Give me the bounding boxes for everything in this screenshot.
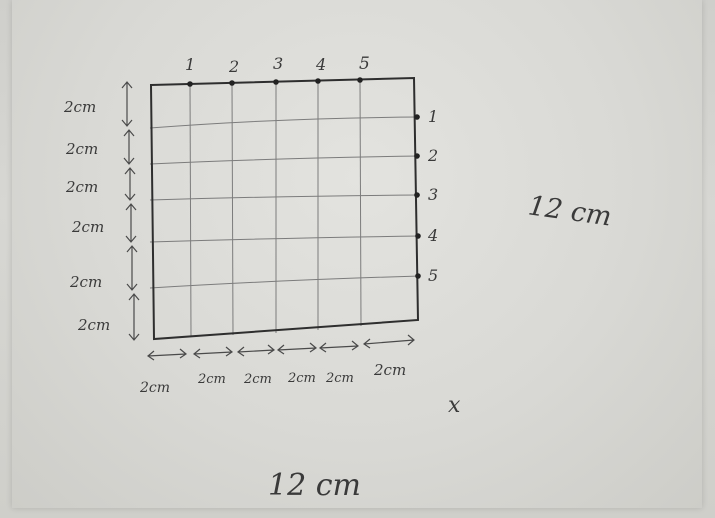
grid-line-h4: [149, 235, 421, 243]
left-dimension-label: 2cm: [69, 273, 102, 291]
double-arrow-icon: [121, 81, 133, 127]
top-number: 3: [273, 54, 283, 73]
left-dimension-label: 2cm: [77, 316, 110, 334]
double-arrow-icon: [362, 334, 415, 349]
top-number: 2: [228, 57, 239, 76]
grid-line-h5: [149, 275, 421, 289]
right-number: 1: [428, 107, 438, 126]
grid-line-h2: [149, 155, 421, 165]
left-dimension-label: 2cm: [71, 218, 104, 236]
bottom-dimension-label: 2cm: [287, 371, 316, 386]
double-arrow-icon: [124, 167, 136, 201]
top-number: 4: [315, 55, 326, 74]
right-dot: [414, 153, 420, 159]
right-edge-dots: [414, 114, 421, 279]
left-dimension-label: 2cm: [65, 140, 98, 158]
top-dot: [187, 81, 193, 87]
bottom-dimension-label: 2cm: [243, 372, 272, 387]
right-dot: [414, 192, 420, 198]
bottom-dimension-label: 2cm: [139, 380, 170, 396]
bottom-labels: 2cm 2cm 2cm 2cm 2cm 2cm: [139, 361, 406, 396]
bottom-dimension-arrows: [146, 334, 415, 361]
double-arrow-icon: [126, 245, 138, 291]
top-dot: [315, 78, 321, 84]
right-number: 5: [428, 266, 438, 285]
top-numbers: 1 2 3 4 5: [185, 54, 370, 76]
top-edge-dots: [187, 77, 363, 87]
right-number: 4: [427, 226, 438, 245]
double-arrow-icon: [236, 344, 276, 357]
grid-line-h3: [149, 194, 421, 201]
grid-line-v5: [359, 79, 362, 327]
height-total-label: 12 cm: [526, 190, 613, 232]
top-dot: [357, 77, 363, 83]
double-arrow-icon: [318, 340, 360, 353]
grid-line-v2: [231, 82, 234, 336]
right-number: 2: [427, 146, 438, 165]
double-arrow-icon: [146, 348, 188, 361]
right-dot: [415, 273, 421, 279]
double-arrow-icon: [276, 342, 318, 355]
double-arrow-icon: [192, 346, 234, 359]
double-arrow-icon: [125, 203, 137, 243]
double-arrow-icon: [123, 129, 135, 165]
top-dot: [229, 80, 235, 86]
left-labels: 2cm 2cm 2cm 2cm 2cm 2cm: [63, 98, 110, 334]
x-mark: x: [448, 393, 461, 418]
horizontal-grid-lines: [149, 116, 421, 289]
right-dot: [414, 114, 420, 120]
width-total-label: 12 cm: [268, 468, 361, 503]
left-dimension-label: 2cm: [63, 98, 96, 116]
right-dot: [415, 233, 421, 239]
right-numbers: 1 2 3 4 5: [427, 107, 438, 285]
bottom-dimension-label: 2cm: [373, 361, 406, 379]
top-number: 1: [185, 55, 195, 74]
bottom-dimension-label: 2cm: [197, 372, 226, 387]
left-dimension-arrows: [121, 81, 140, 341]
outer-square: [149, 76, 420, 341]
vertical-grid-lines: [189, 79, 362, 338]
grid-line-v1: [189, 83, 192, 338]
double-arrow-icon: [128, 293, 140, 341]
right-number: 3: [428, 185, 438, 204]
top-dot: [273, 79, 279, 85]
grid-line-h1: [149, 116, 421, 129]
left-dimension-label: 2cm: [65, 178, 98, 196]
top-number: 5: [359, 54, 370, 74]
bottom-dimension-label: 2cm: [325, 371, 354, 386]
